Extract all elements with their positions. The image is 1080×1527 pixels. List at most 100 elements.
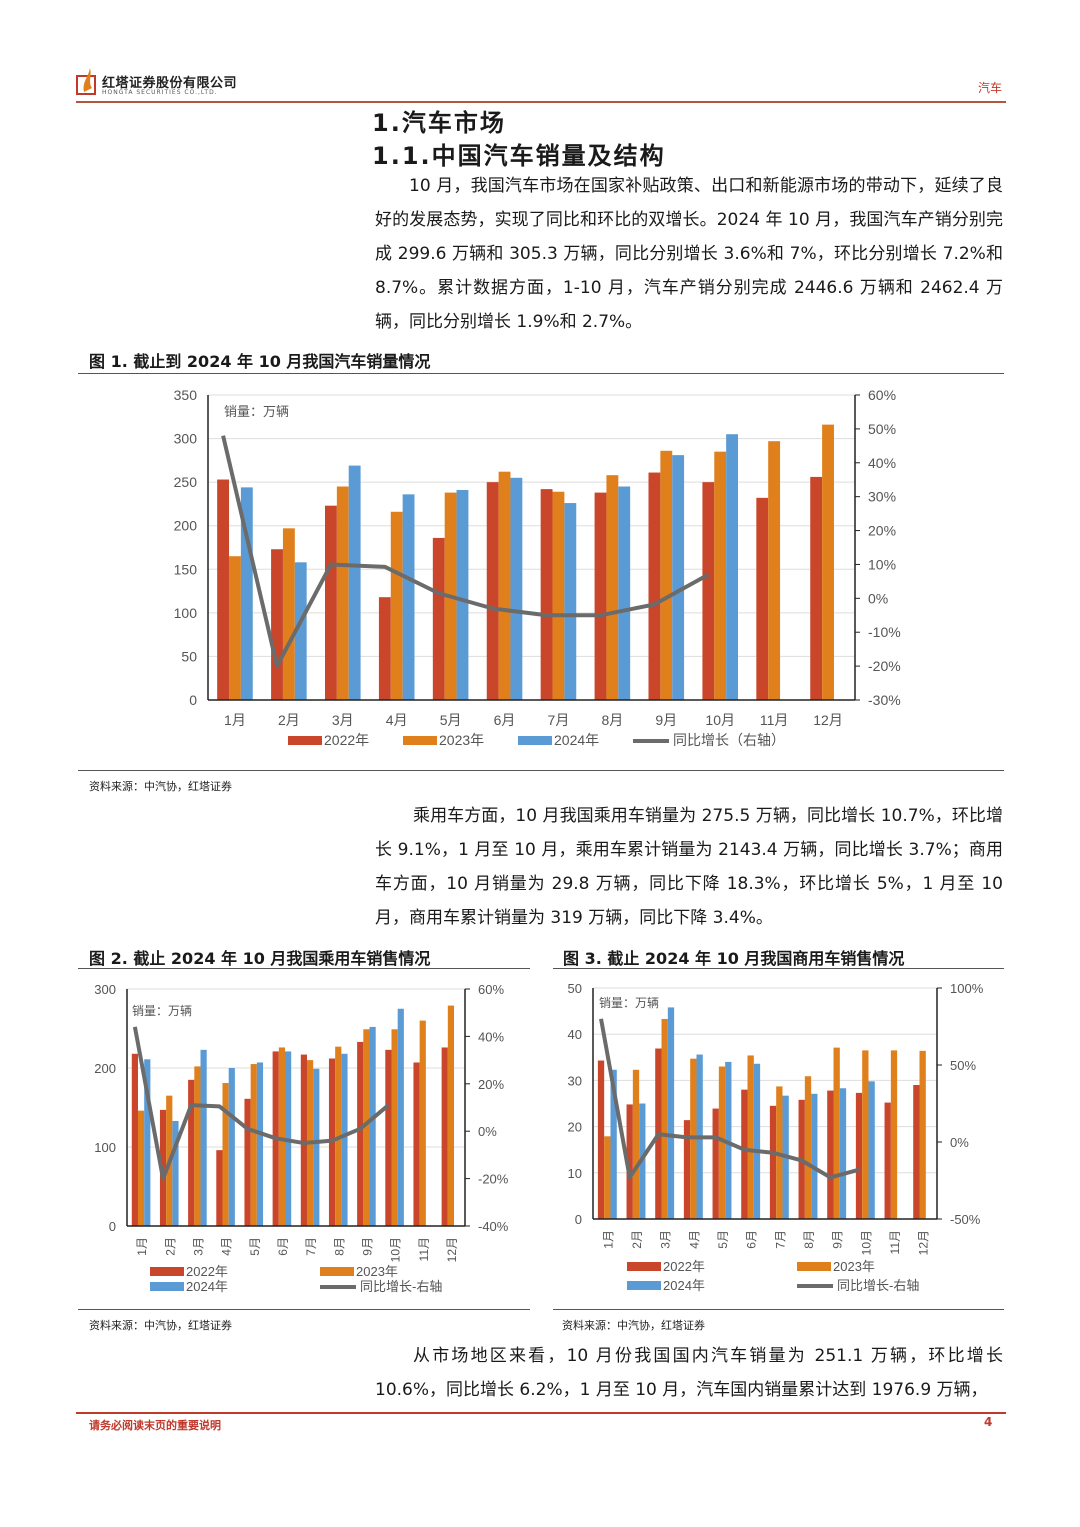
bar-2023年-9月 [660, 450, 673, 700]
yoy-growth-line [221, 435, 710, 669]
bar-2022年-9月 [357, 1041, 364, 1226]
bar-2023年-12月 [447, 1005, 455, 1226]
bar-2022年-7月 [300, 1054, 307, 1226]
footer-divider [76, 1412, 1006, 1414]
bar-2022年-11月 [756, 497, 769, 700]
legend-label: 2022年 [324, 732, 369, 748]
bar-2022年-4月 [683, 1120, 691, 1219]
figure-2-source: 资料来源：中汽协，红塔证券 [89, 1319, 232, 1332]
y2-tick-label: 10% [868, 556, 896, 572]
y-tick-label: 0 [575, 1212, 582, 1227]
bar-2022年-5月 [712, 1108, 719, 1219]
y2-tick-label: 20% [868, 523, 896, 539]
legend-swatch-2022年 [288, 736, 322, 745]
bar-2024年-8月 [618, 486, 631, 700]
bar-2023年-4月 [390, 511, 403, 700]
x-tick-label: 7月 [304, 1237, 318, 1256]
legend-label: 2024年 [663, 1278, 705, 1293]
x-tick-label: 2月 [278, 712, 300, 728]
legend-swatch-2024年 [150, 1282, 184, 1291]
legend-swatch-2022年 [627, 1262, 661, 1271]
legend-label: 2022年 [663, 1259, 705, 1274]
bar-2022年-7月 [769, 1105, 777, 1219]
bar-2022年-2月 [271, 549, 283, 700]
x-tick-label: 7月 [773, 1230, 787, 1249]
bar-2023年-1月 [604, 1136, 611, 1219]
footer-notice: 请务必阅读末页的重要说明 [89, 1419, 221, 1432]
y2-tick-label: 50% [950, 1058, 976, 1073]
bar-2024年-1月 [610, 1069, 617, 1219]
heading-2: 1.1.中国汽车销量及结构 [372, 142, 666, 170]
x-tick-label: 12月 [445, 1237, 459, 1262]
bar-2024年-9月 [839, 1088, 847, 1219]
bar-2023年-10月 [391, 1029, 398, 1226]
figure-3-caption: 图 3. 截止 2024 年 10 月我国商用车销售情况 [563, 949, 905, 968]
bar-2024年-5月 [256, 1062, 264, 1226]
bar-2022年-10月 [702, 482, 715, 700]
bar-2022年-3月 [188, 1079, 195, 1226]
bar-2024年-10月 [397, 1008, 404, 1226]
x-tick-label: 2月 [630, 1230, 644, 1249]
y-tick-label: 200 [94, 1061, 116, 1076]
y-tick-label: 0 [109, 1219, 116, 1234]
x-tick-label: 4月 [687, 1230, 701, 1249]
y2-tick-label: 50% [868, 421, 896, 437]
figure-3-chart: 0 10 20 30 40 50 -50% 0% 50% 100% 1月 2月 3月 4月 5月 6月 7月 8月… [568, 981, 984, 1293]
unit-label: 销量：万辆 [224, 404, 289, 419]
page-number: 4 [984, 1415, 993, 1429]
paragraph-2: 乘用车方面，10 月我国乘用车销量为 275.5 万辆，同比增长 10.7%，环… [375, 806, 1003, 928]
bar-2023年-6月 [747, 1055, 754, 1219]
bar-2022年-2月 [626, 1104, 633, 1219]
bar-2023年-11月 [419, 1020, 426, 1226]
legend-label: 2024年 [554, 732, 599, 748]
bar-2023年-8月 [606, 475, 619, 700]
bar-2022年-5月 [244, 1098, 251, 1226]
legend-swatch-2023年 [403, 736, 437, 745]
bar-2023年-7月 [552, 491, 565, 700]
y2-tick-label: 40% [868, 455, 896, 471]
x-tick-label: 9月 [831, 1230, 845, 1249]
bar-2023年-3月 [336, 486, 349, 700]
y2-tick-label: -30% [868, 692, 901, 708]
x-tick-label: 10月 [705, 712, 735, 728]
y2-tick-label: 60% [868, 387, 896, 403]
bar-2024年-10月 [726, 434, 739, 700]
x-tick-label: 3月 [332, 712, 354, 728]
heading-1: 1.汽车市场 [372, 109, 506, 137]
bar-2023年-1月 [229, 556, 241, 700]
bar-2023年-6月 [498, 471, 511, 700]
bar-2023年-12月 [919, 1050, 926, 1219]
bar-2023年-1月 [137, 1110, 145, 1226]
y-tick-label: 10 [568, 1166, 582, 1181]
bar-2023年-10月 [714, 451, 727, 700]
y2-tick-label: -10% [868, 624, 901, 640]
y-tick-label: 200 [174, 518, 198, 534]
divider [78, 373, 1004, 374]
unit-label: 销量：万辆 [132, 1004, 192, 1018]
legend-label: 同比增长（右轴） [673, 732, 785, 748]
x-tick-label: 10月 [389, 1237, 403, 1262]
unit-label: 销量：万辆 [599, 996, 659, 1010]
bar-2023年-10月 [862, 1050, 869, 1219]
bar-2022年-4月 [216, 1150, 223, 1226]
x-tick-label: 12月 [813, 712, 843, 728]
bar-2022年-6月 [486, 482, 499, 700]
bar-2022年-10月 [855, 1092, 863, 1219]
legend-swatch-2023年 [320, 1267, 354, 1276]
x-tick-label: 8月 [802, 1230, 816, 1249]
bar-2023年-12月 [822, 424, 834, 700]
bar-2024年-8月 [811, 1093, 818, 1219]
x-tick-label: 11月 [888, 1230, 902, 1254]
figure-2-chart: 0 100 200 300 -40% -20% 0% 20% 40% 60% 1月 2月 3月 4月 5月 6… [94, 982, 508, 1294]
bar-2023年-3月 [194, 1066, 201, 1226]
yoy-growth-line [599, 1018, 860, 1180]
y-tick-label: 50 [568, 981, 582, 996]
x-tick-label: 6月 [745, 1230, 759, 1249]
y2-tick-label: 0% [950, 1135, 969, 1150]
bar-2023年-3月 [661, 1018, 668, 1219]
bar-2022年-4月 [378, 597, 391, 700]
x-tick-label: 9月 [655, 712, 677, 728]
x-tick-label: 6月 [494, 712, 516, 728]
divider [78, 770, 1004, 771]
bar-2024年-4月 [402, 494, 415, 700]
